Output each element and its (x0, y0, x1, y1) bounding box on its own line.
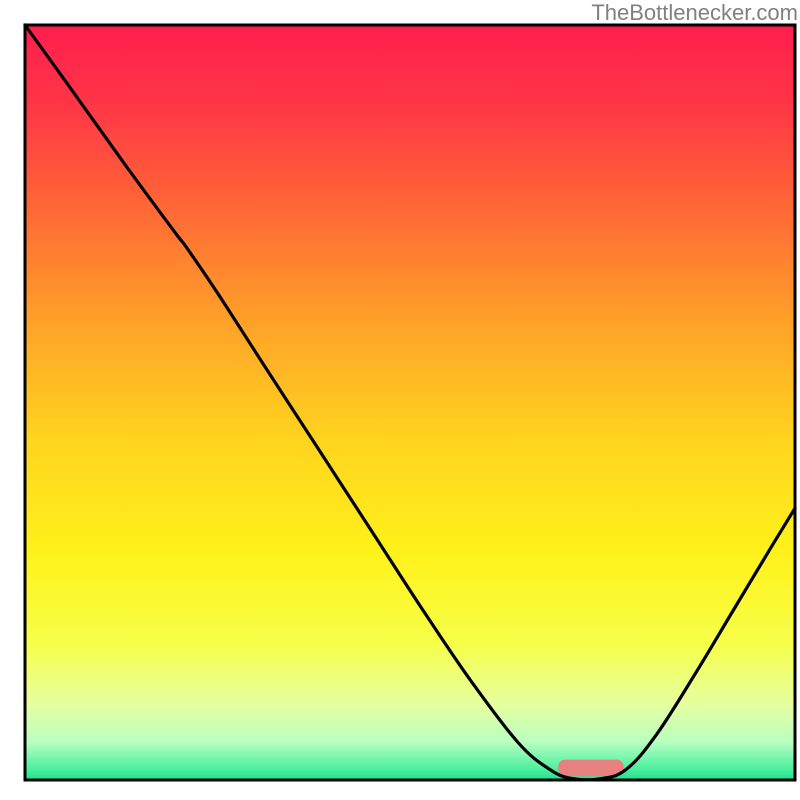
plot-background (25, 25, 795, 780)
watermark: TheBottlenecker.com (591, 0, 798, 26)
optimum-marker (558, 760, 623, 777)
chart-svg (0, 0, 800, 800)
bottleneck-chart: TheBottlenecker.com (0, 0, 800, 800)
